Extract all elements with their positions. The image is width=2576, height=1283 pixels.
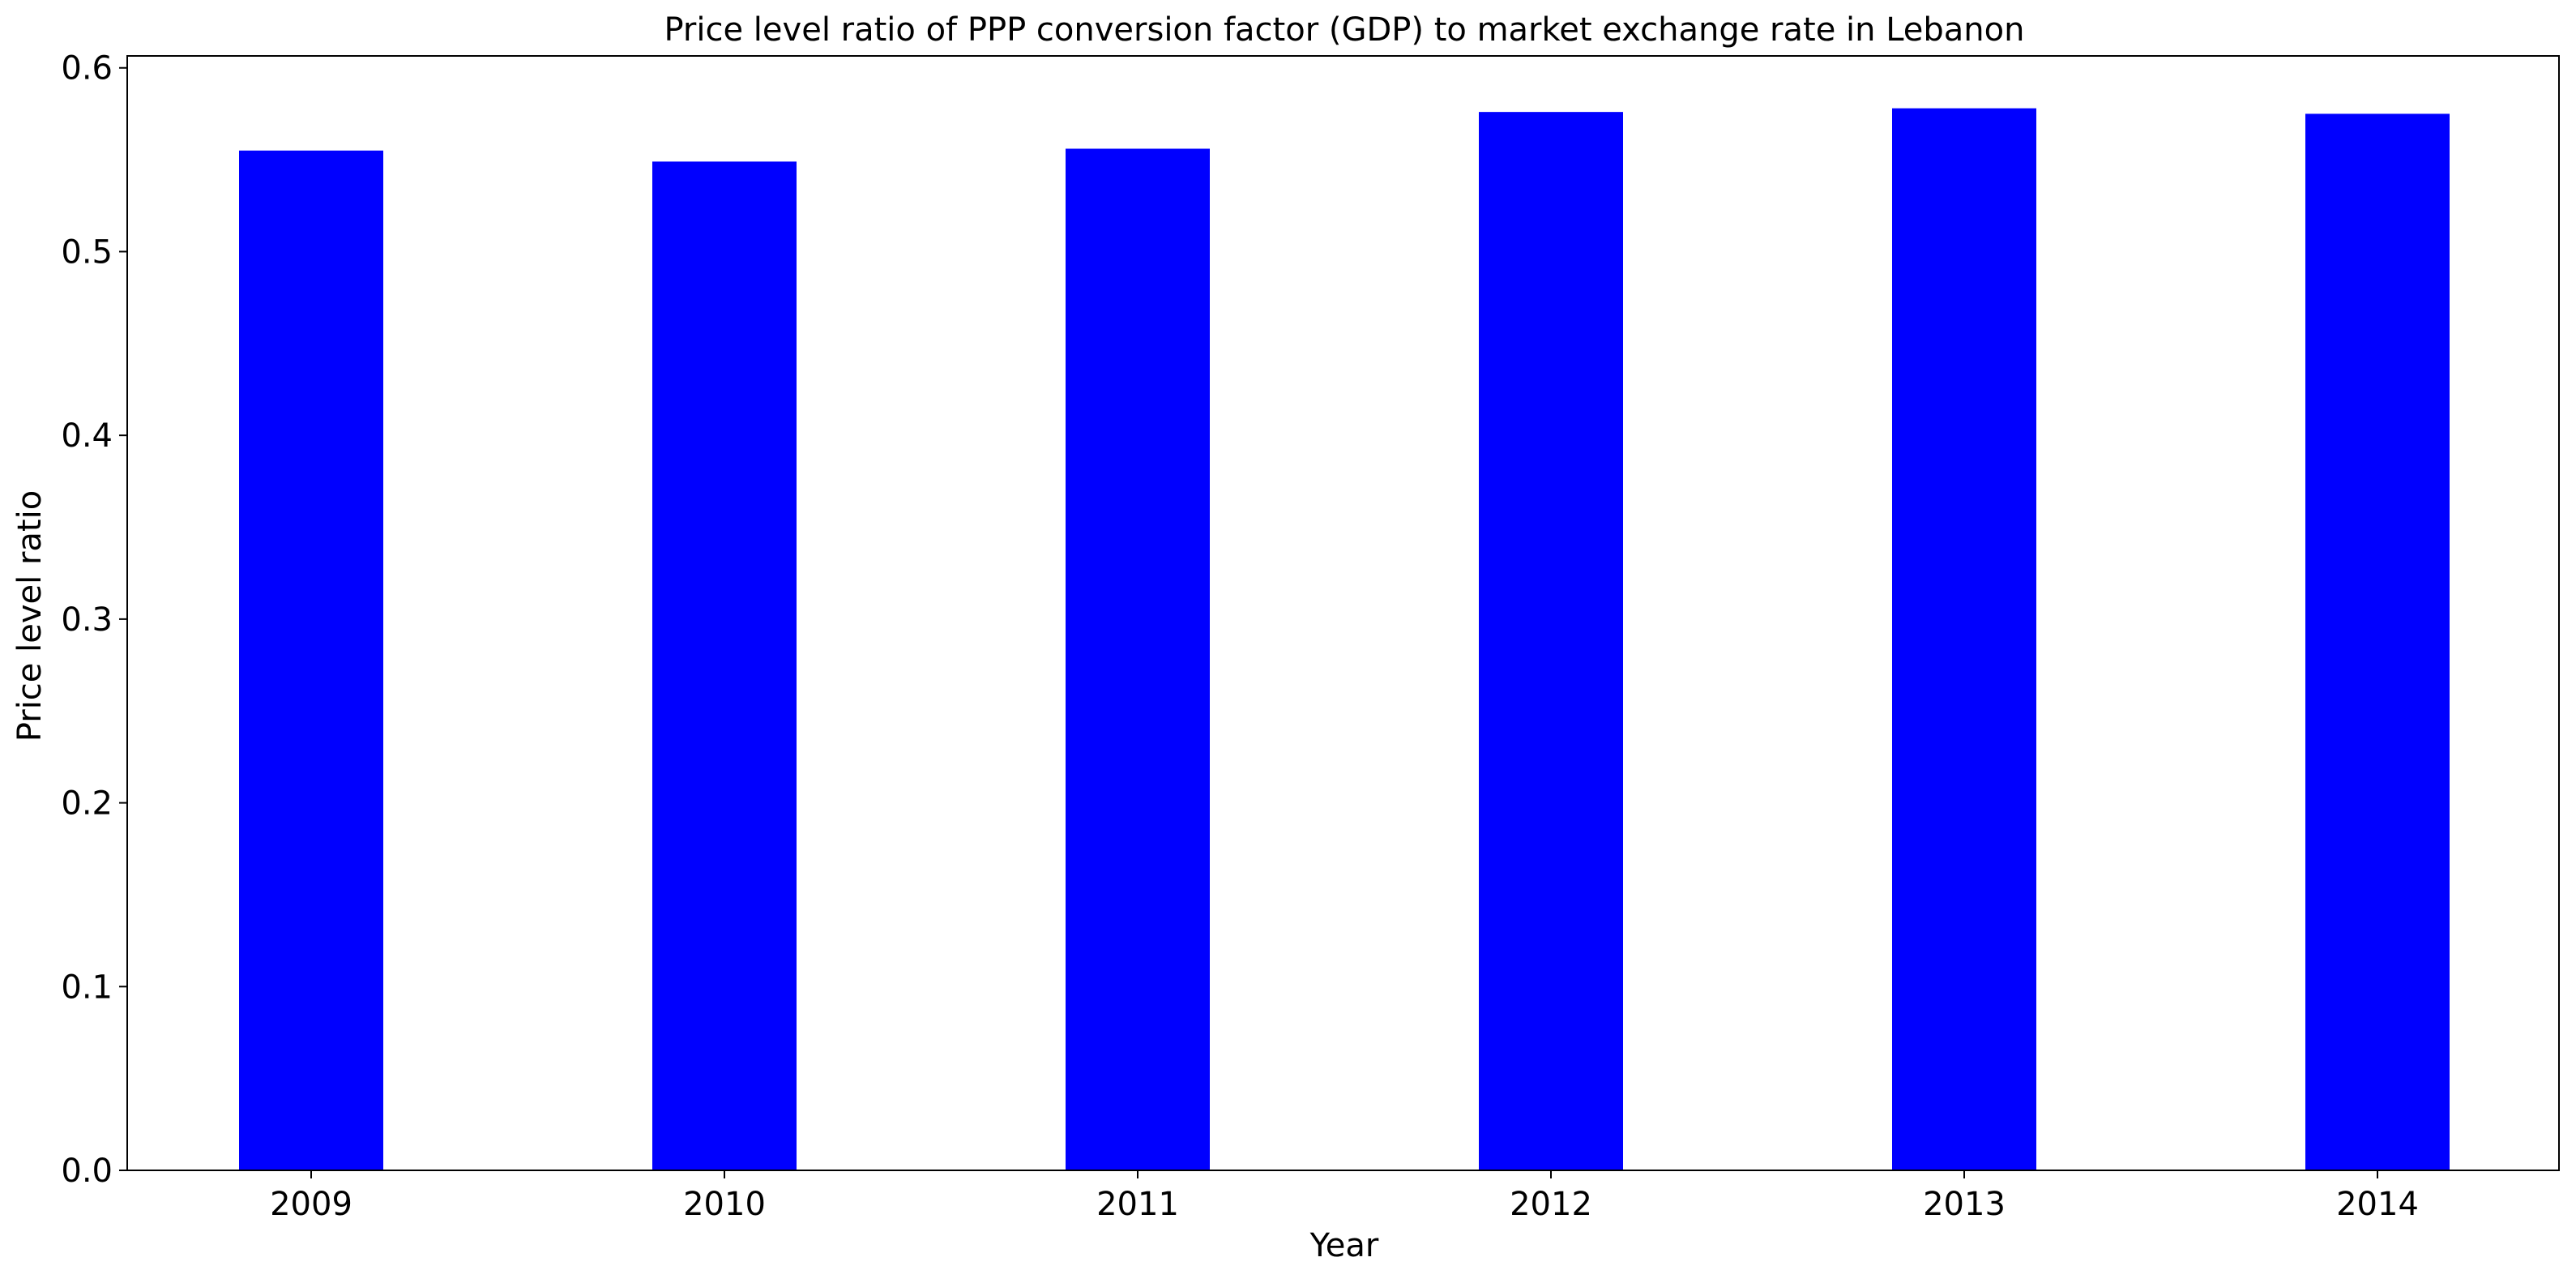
y-axis-label: Price level ratio — [11, 490, 49, 742]
bars-layer — [239, 108, 2450, 1171]
bar-2013 — [1892, 108, 2036, 1170]
x-tick-label-2010: 2010 — [683, 1186, 766, 1223]
x-tick-label-2009: 2009 — [270, 1186, 352, 1223]
bar-2010 — [652, 161, 797, 1170]
y-tick-label-0.1: 0.1 — [61, 969, 113, 1006]
x-tick-label-2012: 2012 — [1510, 1186, 1592, 1223]
x-tick-label-2011: 2011 — [1096, 1186, 1179, 1223]
x-tick-label-2013: 2013 — [1923, 1186, 2006, 1223]
bar-2011 — [1066, 148, 1210, 1170]
y-tick-label-0.2: 0.2 — [61, 785, 113, 823]
bar-2014 — [2305, 113, 2450, 1171]
y-tick-label-0.3: 0.3 — [61, 601, 113, 639]
plot-frame — [126, 55, 2560, 1171]
y-tick-label-0.5: 0.5 — [61, 233, 113, 271]
bar-2009 — [239, 150, 383, 1170]
y-tick-label-0.0: 0.0 — [61, 1153, 113, 1190]
x-axis-label: Year — [1309, 1227, 1379, 1264]
chart-title: Price level ratio of PPP conversion fact… — [664, 11, 2025, 49]
y-tick-label-0.4: 0.4 — [61, 417, 113, 455]
axes-layer: 2009 2010 2011 2012 2013 2014 0.0 0.1 0.2 0.3 0.4 0… — [61, 50, 2419, 1223]
x-tick-label-2014: 2014 — [2336, 1186, 2419, 1223]
bar-2012 — [1479, 112, 1623, 1171]
y-tick-label-0.6: 0.6 — [61, 50, 113, 88]
